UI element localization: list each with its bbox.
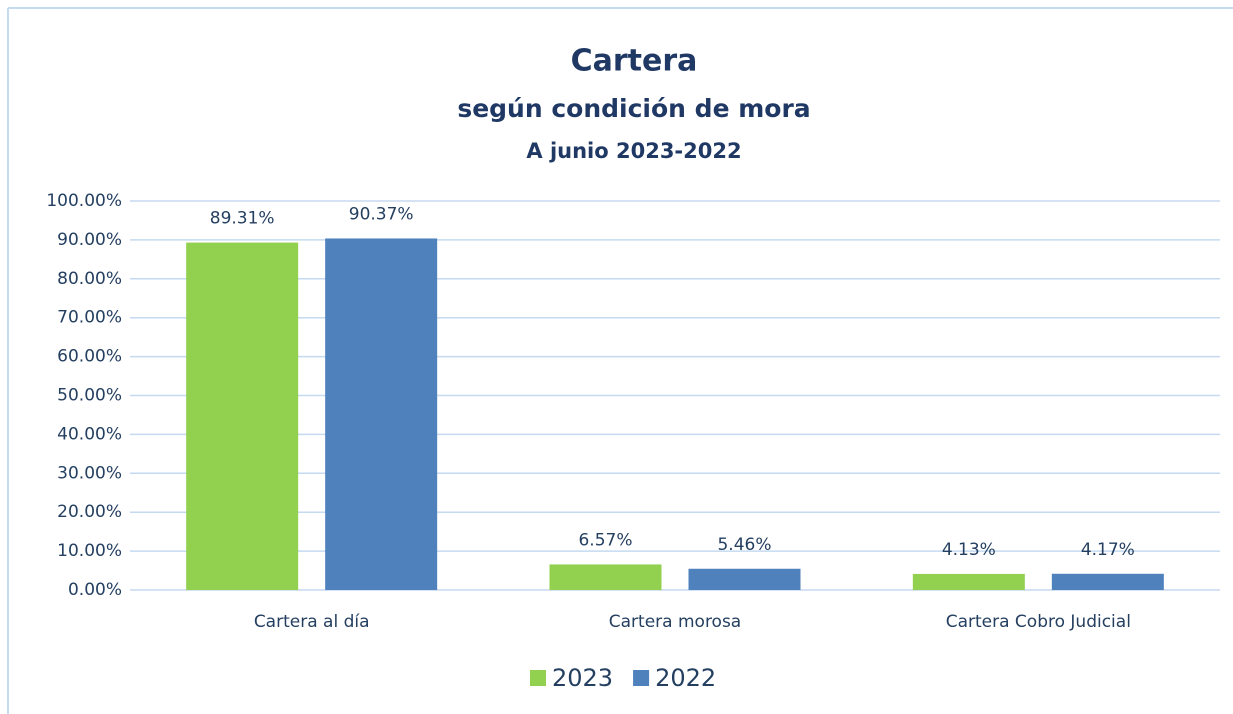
y-tick-label: 50.00% <box>57 386 122 406</box>
y-tick-label: 0.00% <box>68 580 122 600</box>
x-tick-label: Cartera morosa <box>609 612 741 632</box>
legend-swatch <box>633 670 650 686</box>
data-label: 5.46% <box>717 535 771 555</box>
bar <box>186 242 299 590</box>
x-tick-label: Cartera Cobro Judicial <box>946 612 1131 632</box>
y-tick-label: 90.00% <box>57 230 122 250</box>
bar <box>912 573 1025 590</box>
y-tick-label: 60.00% <box>57 347 122 367</box>
data-label: 6.57% <box>578 530 632 550</box>
y-tick-label: 100.00% <box>46 191 122 211</box>
y-tick-label: 70.00% <box>57 308 122 328</box>
bar <box>549 564 662 590</box>
data-label: 4.17% <box>1081 540 1135 560</box>
data-label: 90.37% <box>349 204 414 224</box>
legend-label: 2022 <box>655 664 716 692</box>
legend-label: 2023 <box>552 664 613 692</box>
y-tick-label: 40.00% <box>57 424 122 444</box>
y-tick-label: 30.00% <box>57 463 122 483</box>
chart-subtitle: según condición de mora <box>457 94 810 123</box>
bar <box>1051 573 1164 590</box>
y-tick-label: 10.00% <box>57 541 122 561</box>
data-label: 4.13% <box>942 540 996 560</box>
legend-swatch <box>530 670 546 686</box>
y-tick-label: 20.00% <box>57 502 122 522</box>
bar <box>688 568 801 590</box>
y-tick-label: 80.00% <box>57 269 122 289</box>
chart-title: Cartera <box>571 44 698 79</box>
data-label: 89.31% <box>210 209 275 229</box>
bar <box>325 238 438 590</box>
chart-subtitle: A junio 2023-2022 <box>526 139 741 163</box>
x-tick-label: Cartera al día <box>254 612 370 632</box>
